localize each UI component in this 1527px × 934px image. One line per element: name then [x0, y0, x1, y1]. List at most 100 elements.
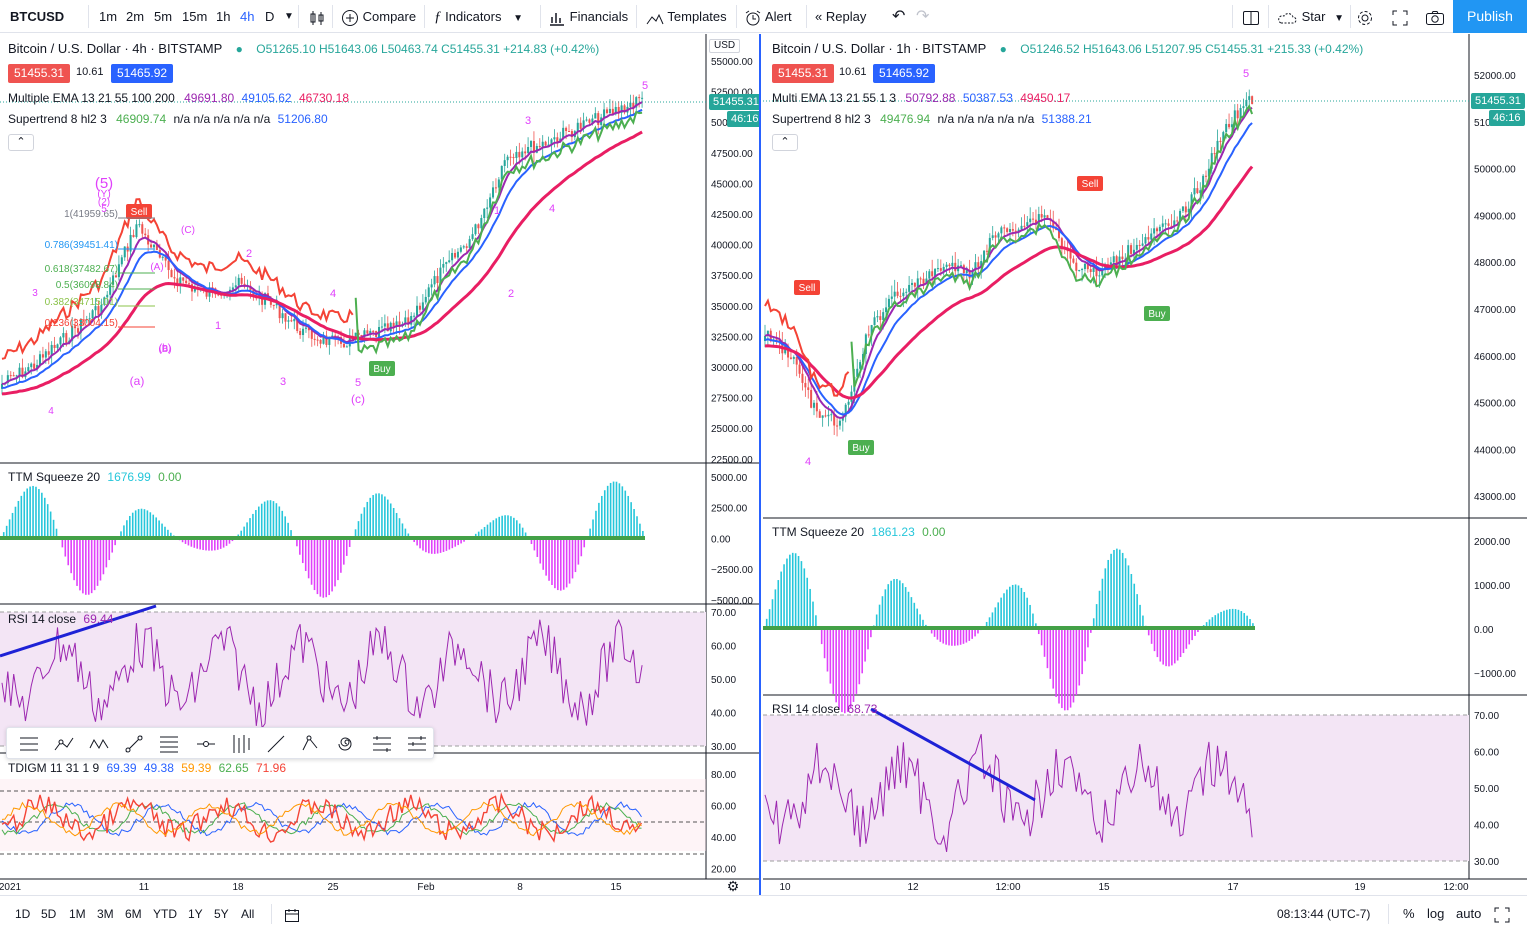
clock[interactable]: 08:13:44 (UTC-7): [1277, 907, 1371, 921]
range-1d[interactable]: 1D: [15, 907, 31, 921]
range-all[interactable]: All: [241, 907, 255, 921]
templates-button[interactable]: Templates: [646, 0, 727, 33]
rsi-band: [0, 612, 706, 746]
chart-canvas-1h[interactable]: 52000.00 5 1000.00 50000.00 49000.00 48000.00…: [763, 34, 1527, 895]
node-tool-icon[interactable]: [299, 732, 323, 756]
ttm-histogram-bar: [190, 538, 193, 547]
trash-icon[interactable]: [405, 732, 429, 756]
measure-icon[interactable]: [229, 732, 253, 756]
interval-15m[interactable]: 15m: [182, 9, 208, 24]
candle-body: [328, 336, 331, 345]
ttm-histogram-bar: [419, 538, 421, 549]
chevron-down-icon[interactable]: ▼: [1334, 13, 1344, 24]
collapse-legend-chevron-up-icon[interactable]: ⌃: [772, 134, 798, 151]
candle-body: [386, 323, 389, 332]
interval-2m[interactable]: 2m: [126, 9, 145, 24]
legend-supertrend[interactable]: Supertrend 8 hl2 3 46909.74 n/a n/a n/a …: [8, 112, 328, 126]
compare-button[interactable]: Compare: [341, 0, 416, 33]
replay-button[interactable]: « Replay: [815, 0, 866, 33]
undo-icon[interactable]: ↶: [892, 8, 906, 25]
star-button[interactable]: Star ▼: [1276, 0, 1344, 33]
chart-pane-4h[interactable]: 55000.0052500.0050000.0047500.0045000.00…: [0, 34, 761, 895]
candle-body: [1193, 188, 1196, 195]
interval-d[interactable]: D: [265, 9, 275, 24]
menu-icon[interactable]: [17, 732, 41, 756]
ttm-histogram-bar: [881, 596, 884, 628]
legend-tdi[interactable]: TDIGM 11 31 1 9 69.39 49.38 59.39 62.65 …: [8, 761, 286, 775]
candle-body: [804, 382, 807, 388]
interval-1h[interactable]: 1h: [216, 9, 231, 24]
indicators-button[interactable]: ƒ Indicators ▼: [434, 0, 523, 33]
legend-rsi-1h[interactable]: RSI 14 close 68.73: [772, 702, 877, 716]
publish-button[interactable]: Publish: [1453, 0, 1527, 33]
goto-date-icon[interactable]: [284, 896, 300, 932]
legend-ema[interactable]: Multiple EMA 13 21 55 100 200 49691.80 4…: [8, 91, 349, 105]
settings-gear-icon[interactable]: [1356, 0, 1374, 33]
alert-button[interactable]: Alert: [744, 0, 792, 33]
layout-icon[interactable]: [1242, 0, 1260, 33]
interval-dropdown-chevron-icon[interactable]: ▼: [284, 11, 294, 22]
fullscreen-icon[interactable]: [1494, 896, 1510, 932]
spiral-icon[interactable]: [335, 732, 359, 756]
range-ytd[interactable]: YTD: [153, 907, 177, 921]
currency-badge[interactable]: USD: [709, 39, 741, 53]
range-5y[interactable]: 5Y: [214, 907, 229, 921]
legend-rsi-4h[interactable]: RSI 14 close 69.44: [8, 612, 113, 626]
legend-ttm-1h[interactable]: TTM Squeeze 20 1861.23 0.00: [772, 525, 945, 539]
pattern-tool-icon[interactable]: [87, 732, 111, 756]
spread-value: 10.61: [76, 66, 104, 78]
horizontal-ray-icon[interactable]: [194, 732, 218, 756]
elliott-wave-label: 3: [280, 376, 286, 388]
ruler-icon[interactable]: [370, 732, 394, 756]
candle-body: [453, 252, 457, 258]
interval-5m[interactable]: 5m: [154, 9, 173, 24]
ttm-histogram-bar: [991, 612, 994, 628]
ttm-histogram-bar: [99, 538, 102, 581]
chevron-down-icon[interactable]: ▼: [513, 13, 524, 24]
range-5d[interactable]: 5D: [41, 907, 57, 921]
chart-pane-1h[interactable]: 52000.00 5 1000.00 50000.00 49000.00 48000.00…: [763, 34, 1527, 895]
legend-supertrend[interactable]: Supertrend 8 hl2 3 49476.94 n/a n/a n/a …: [772, 112, 1092, 126]
brush-icon[interactable]: [264, 732, 288, 756]
ttm-histogram-bar: [137, 509, 140, 538]
symbol-title[interactable]: Bitcoin / U.S. Dollar · 4h · BITSTAMP: [8, 41, 223, 56]
range-1m[interactable]: 1M: [69, 907, 86, 921]
percent-toggle[interactable]: %: [1403, 906, 1415, 921]
fullscreen-icon[interactable]: [1391, 0, 1409, 33]
sell-price-button[interactable]: 51455.31: [772, 64, 835, 83]
redo-icon[interactable]: ↷: [916, 8, 930, 25]
buy-price-button[interactable]: 51465.92: [111, 64, 174, 83]
range-3m[interactable]: 3M: [97, 907, 114, 921]
financials-button[interactable]: Financials: [548, 0, 628, 33]
ttm-histogram-bar: [1095, 604, 1098, 628]
ttm-histogram-bar: [348, 538, 351, 547]
interval-1m[interactable]: 1m: [99, 9, 118, 24]
candle-body: [1098, 275, 1101, 277]
collapse-legend-chevron-up-icon[interactable]: ⌃: [8, 134, 34, 151]
candle-body: [980, 261, 983, 267]
ttm-histogram-bar: [272, 501, 275, 538]
range-1y[interactable]: 1Y: [188, 907, 203, 921]
auto-toggle[interactable]: auto: [1456, 906, 1482, 921]
sell-price-button[interactable]: 51455.31: [8, 64, 71, 83]
symbol-search[interactable]: BTCUSD: [10, 9, 65, 24]
range-6m[interactable]: 6M: [125, 907, 142, 921]
trendline-tool-icon[interactable]: [122, 732, 146, 756]
camera-icon[interactable]: [1425, 0, 1445, 33]
candle-body: [319, 339, 322, 344]
interval-4h[interactable]: 4h: [240, 9, 255, 24]
fib-tool-icon[interactable]: [157, 732, 181, 756]
candle-body: [565, 127, 568, 132]
ttm-histogram-bar: [554, 538, 556, 589]
symbol-title[interactable]: Bitcoin / U.S. Dollar · 1h · BITSTAMP: [772, 41, 987, 56]
legend-ttm-4h[interactable]: TTM Squeeze 20 1676.99 0.00: [8, 470, 181, 484]
line-tool-icon[interactable]: [52, 732, 76, 756]
chart-canvas-4h[interactable]: 55000.0052500.0050000.0047500.0045000.00…: [0, 34, 761, 895]
candle-body: [1196, 188, 1199, 194]
ttm-histogram-bar: [959, 628, 962, 645]
candles-icon[interactable]: [308, 0, 326, 33]
legend-ema[interactable]: Multi EMA 13 21 55 1 3 50792.88 50387.53…: [772, 91, 1070, 105]
buy-price-button[interactable]: 51465.92: [873, 64, 936, 83]
elliott-wave-label: 5: [101, 204, 107, 215]
log-toggle[interactable]: log: [1427, 906, 1445, 921]
